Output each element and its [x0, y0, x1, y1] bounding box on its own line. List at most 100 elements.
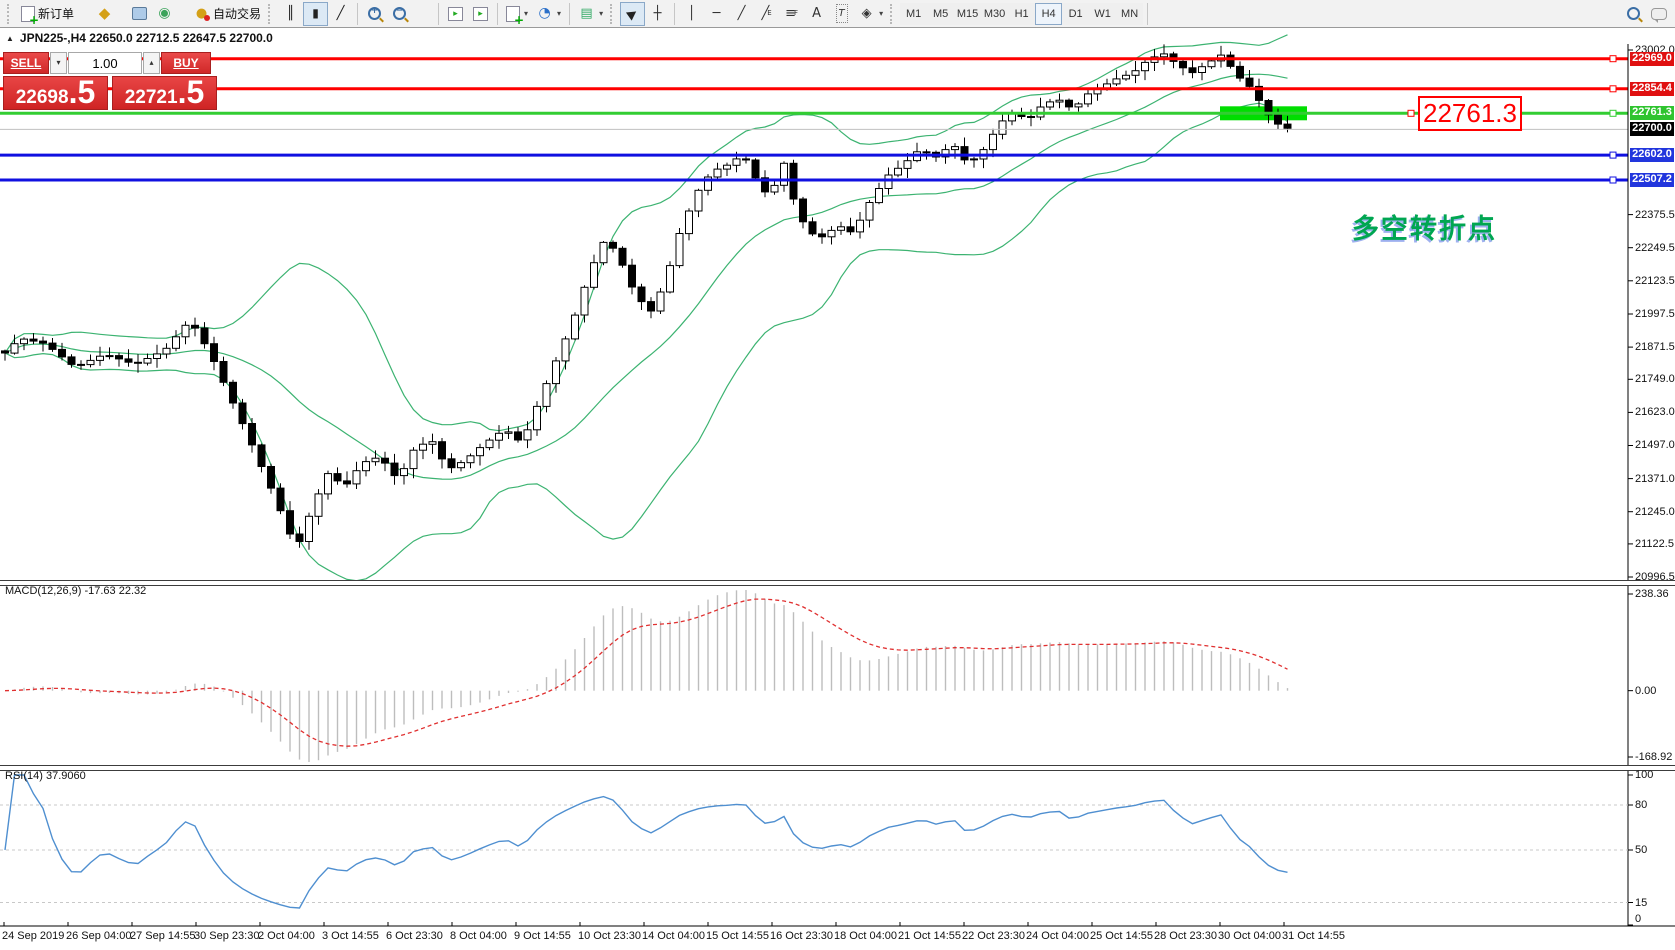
vertical-line-icon: │ — [687, 6, 696, 21]
price-callout-label[interactable]: 22761.3 — [1418, 96, 1522, 131]
clock-icon: ◔ — [538, 5, 551, 21]
timeframe-mn[interactable]: MN — [1116, 2, 1144, 25]
auto-trading-label: 自动交易 — [213, 7, 262, 21]
signal-icon: ◉ — [158, 5, 171, 21]
timeframe-d1[interactable]: D1 — [1062, 2, 1090, 25]
toolbar-grip[interactable] — [610, 3, 617, 24]
profile-icon: ▤ — [580, 6, 593, 21]
data-window-button[interactable] — [127, 2, 152, 26]
one-click-trading-panel: SELL ▾ ▴ BUY 22698 .5 22721 .5 — [3, 52, 217, 110]
text-icon: A — [812, 6, 822, 21]
new-order-button[interactable]: 新订单 — [17, 2, 78, 26]
horizontal-line-button[interactable]: ─ — [704, 2, 729, 26]
toolbar-separator — [569, 2, 571, 25]
channel-icon: ╱ E — [761, 6, 772, 21]
chart-shift-icon: ▸ — [473, 6, 489, 21]
auto-scroll-icon: ▸ — [448, 6, 464, 21]
search-icon — [1627, 7, 1640, 20]
tile-windows-button[interactable] — [412, 2, 434, 26]
sell-price: 22698 — [15, 87, 69, 108]
chart-profile-button[interactable]: ▤ ▾ — [574, 2, 607, 26]
buy-price: 22721 — [124, 87, 178, 108]
market-watch-button[interactable]: ◆ — [92, 2, 117, 26]
buy-price-button[interactable]: 22721 .5 — [112, 76, 217, 110]
auto-scroll-button[interactable]: ▸ — [443, 2, 468, 26]
toolbar-separator — [674, 2, 676, 25]
shapes-icon: ◈ — [861, 6, 872, 21]
period-clock-button[interactable]: ◔ ▾ — [532, 2, 565, 26]
horizontal-line-icon: ─ — [712, 6, 721, 21]
volume-increase-button[interactable]: ▴ — [143, 52, 160, 74]
trendline-icon: ╱ — [737, 6, 746, 21]
volume-decrease-button[interactable]: ▾ — [50, 52, 67, 74]
turning-point-annotation[interactable]: 多空转折点 — [1352, 214, 1497, 245]
cursor-button[interactable] — [620, 1, 646, 26]
text-label-icon: T — [835, 4, 848, 23]
search-button[interactable] — [1621, 2, 1646, 26]
macd-indicator — [4, 590, 1289, 762]
bar-chart-icon: ║ — [286, 6, 295, 21]
toolbar-separator — [438, 2, 440, 25]
dropdown-caret-icon: ▾ — [879, 9, 884, 18]
zoom-out-button[interactable]: − — [387, 2, 412, 26]
candles — [1, 44, 1292, 550]
sell-button[interactable]: SELL — [3, 52, 49, 74]
timeframe-h1[interactable]: H1 — [1008, 2, 1036, 25]
monitor-icon — [132, 7, 148, 20]
chart-shift-button[interactable]: ▸ — [468, 2, 493, 26]
toolbar-grip[interactable] — [890, 3, 897, 24]
crosshair-icon: ┼ — [653, 6, 662, 21]
fibonacci-button[interactable]: ≡ F — [779, 2, 804, 26]
candlestick-chart-button[interactable]: ▮ — [303, 1, 329, 26]
zoom-out-icon: − — [393, 7, 407, 20]
chat-icon — [1650, 7, 1667, 23]
level-lines[interactable] — [0, 55, 1628, 184]
line-chart-button[interactable]: ╱ — [328, 2, 353, 26]
dropdown-caret-icon: ▾ — [524, 9, 529, 18]
auto-trading-button[interactable]: ● 自动交易 — [189, 2, 265, 26]
toolbar-separator — [497, 2, 499, 25]
new-order-icon — [21, 5, 39, 26]
timeframe-m1[interactable]: M1 — [900, 2, 928, 25]
timeframe-m30[interactable]: M30 — [981, 2, 1009, 25]
chat-button[interactable] — [1646, 2, 1671, 26]
vertical-line-button[interactable]: │ — [679, 2, 704, 26]
sell-price-button[interactable]: 22698 .5 — [3, 76, 108, 110]
one-click-panel-toggle-icon[interactable]: ▲ — [6, 33, 14, 43]
toolbar-grip[interactable] — [7, 3, 14, 24]
zoom-in-button[interactable]: + — [362, 2, 387, 26]
chart-title: JPN225-,H4 22650.0 22712.5 22647.5 22700… — [19, 31, 273, 45]
arrows-button[interactable]: ◈ ▾ — [854, 2, 887, 26]
cursor-icon — [626, 6, 640, 21]
timeframe-m5[interactable]: M5 — [927, 2, 955, 25]
timeframe-w1[interactable]: W1 — [1089, 2, 1117, 25]
indicator-icon — [506, 5, 524, 26]
volume-input[interactable] — [68, 52, 142, 74]
new-order-label: 新订单 — [38, 7, 75, 21]
equidistant-channel-button[interactable]: ╱ E — [754, 2, 779, 26]
chart-header: ▲ JPN225-,H4 22650.0 22712.5 22647.5 227… — [6, 31, 273, 45]
auto-trading-icon: ● — [193, 5, 211, 22]
new-indicator-button[interactable]: ▾ — [502, 2, 532, 26]
crosshair-button[interactable]: ┼ — [645, 2, 670, 26]
toolbar-separator — [357, 2, 359, 25]
line-chart-icon: ╱ — [336, 6, 345, 21]
zoom-in-icon: + — [368, 7, 382, 20]
buy-button[interactable]: BUY — [161, 52, 211, 74]
toolbar-grip[interactable] — [268, 3, 275, 24]
fibonacci-icon: ≡ F — [785, 6, 799, 21]
toolbar-separator — [1147, 2, 1149, 25]
signals-button[interactable]: ◉ — [152, 2, 177, 26]
gold-icon: ◆ — [98, 4, 111, 22]
timeframe-h4[interactable]: H4 — [1035, 2, 1063, 25]
toolbar: 新订单 ◆ ◉ ● 自动交易 ║ ▮ ╱ + − — [0, 0, 1675, 28]
bar-chart-button[interactable]: ║ — [278, 2, 303, 26]
dropdown-caret-icon: ▾ — [599, 9, 604, 18]
text-button[interactable]: A — [804, 2, 829, 26]
trendline-button[interactable]: ╱ — [729, 2, 754, 26]
timeframe-m15[interactable]: M15 — [954, 2, 982, 25]
candlestick-icon: ▮ — [312, 6, 319, 20]
text-label-button[interactable]: T — [829, 2, 854, 26]
